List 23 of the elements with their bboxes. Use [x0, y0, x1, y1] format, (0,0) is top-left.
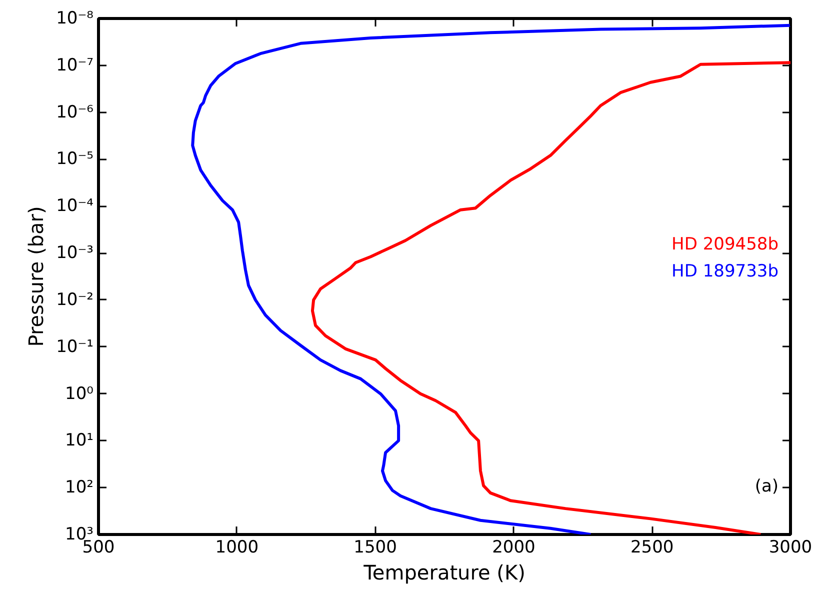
text: HD 189733b: [672, 262, 779, 282]
line-series: [191, 24, 790, 534]
x-tick-label: 3000: [768, 538, 812, 558]
y-tick-label: 10²: [65, 478, 94, 498]
y-tick-label: 10⁻⁷: [56, 55, 94, 76]
y-axis-title: Pressure (bar): [24, 206, 48, 347]
x-tick-label: 1500: [354, 538, 397, 558]
y-tick-label: 10⁻²: [56, 290, 94, 310]
y-tick-label: 10⁻⁸: [56, 8, 94, 28]
x-tick-label: 1000: [215, 538, 259, 558]
y-tick-label: 10⁻⁵: [56, 149, 94, 170]
x-tick-label: 2500: [630, 538, 674, 558]
x-tick-label: 2000: [492, 538, 536, 558]
line-series: [310, 61, 790, 534]
y-tick-label: 10⁰: [65, 384, 94, 404]
y-tick-label: 10⁻³: [56, 243, 94, 264]
y-tick-label: 10⁻⁶: [56, 102, 94, 122]
y-tick-label: 10¹: [65, 430, 94, 451]
text: HD 209458b: [672, 234, 779, 254]
x-axis-title: Temperature (K): [362, 560, 526, 584]
y-tick-label: 10⁻¹: [56, 336, 94, 357]
annotation: (a): [754, 476, 779, 496]
y-tick-label: 10⁻⁴: [56, 196, 94, 216]
